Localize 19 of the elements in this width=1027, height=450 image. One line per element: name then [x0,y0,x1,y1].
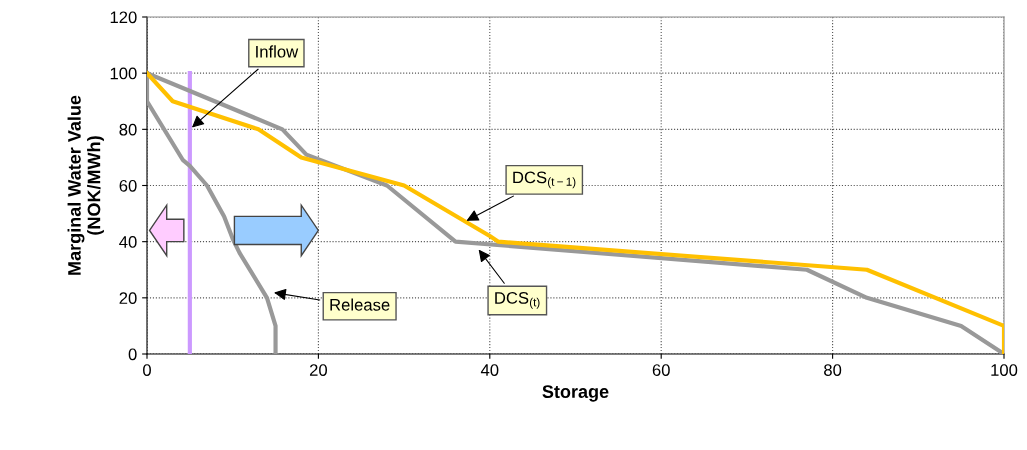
annotation: Release [330,298,390,311]
y-tick-label: 100 [110,67,137,80]
annotation: DCS$_{(t)}$ [495,292,540,309]
y-tick-label: 120 [110,11,137,24]
x-axis-title: Storage [542,385,609,402]
annotation: DCS$_{(t−1)}$ [513,171,576,189]
x-tick-label: 40 [480,364,499,376]
annotation: Inflow [256,45,299,58]
x-tick-label: 100 [991,364,1018,376]
x-tick-label: 80 [824,364,842,376]
y-tick-label: 60 [119,179,137,192]
x-tick-label: 20 [309,364,328,376]
y-tick-label: 80 [119,123,137,136]
y-axis-title: Marginal Water Value (NOK/MWh) [67,95,104,275]
x-tick-label: 0 [143,364,151,376]
y-tick-label: 40 [119,236,137,248]
y-tick-label: 0 [128,348,137,361]
y-tick-label: 20 [119,292,137,305]
x-tick-label: 60 [652,364,670,376]
